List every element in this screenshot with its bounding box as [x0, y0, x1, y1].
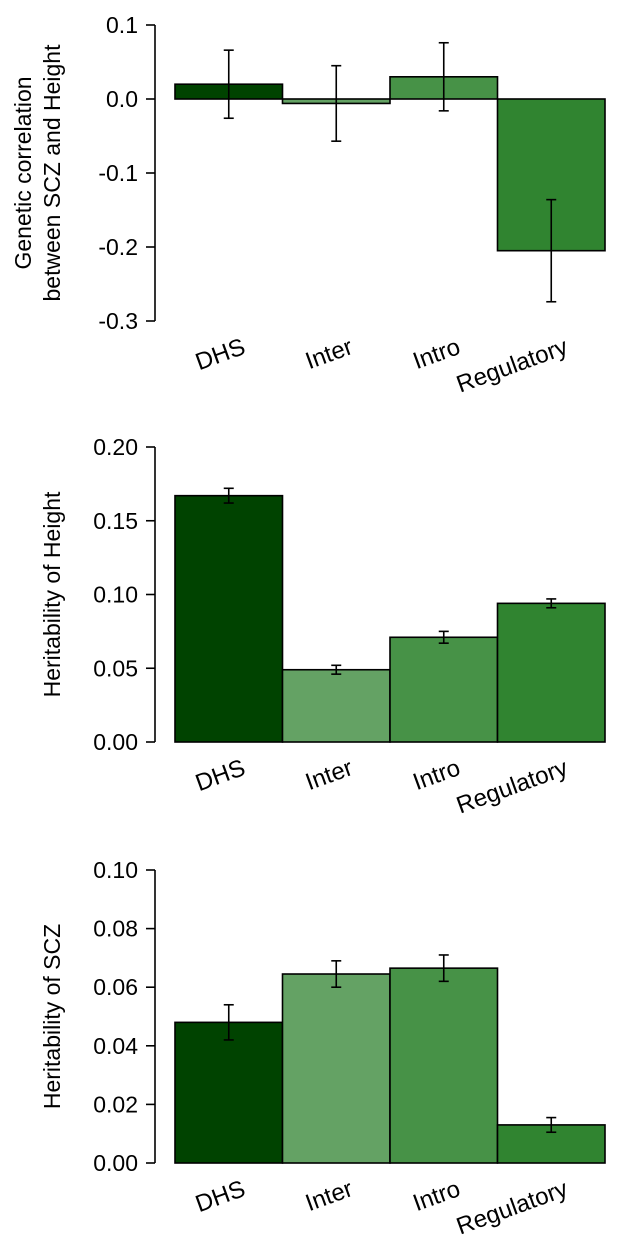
y-axis-label: Genetic correlation	[10, 76, 36, 269]
y-axis	[146, 446, 156, 743]
x-tick-label-intro: Intro	[409, 754, 463, 796]
y-tick-label: 0.10	[93, 857, 138, 883]
y-tick-label: 0.02	[93, 1091, 138, 1117]
x-tick-label-regulatory: Regulatory	[453, 754, 571, 819]
y-tick-label: 0.05	[93, 655, 138, 681]
bar-dhs	[174, 494, 284, 743]
error-bar-dhs	[223, 1003, 234, 1041]
bar-intro	[389, 636, 499, 743]
error-bar-dhs	[223, 49, 234, 120]
y-axis	[146, 24, 156, 322]
y-tick-label: 0.0	[106, 86, 138, 112]
y-tick-label: -0.2	[98, 234, 138, 260]
error-bar-intro	[438, 630, 449, 644]
x-tick-label-intro: Intro	[409, 1175, 463, 1217]
y-tick-label: 0.04	[93, 1033, 138, 1059]
error-bar-regulatory	[546, 198, 557, 303]
x-tick-label-inter: Inter	[302, 1175, 356, 1217]
scz-heritability-chart: 0.10 0.08 0.06 0.04 0.02 0.00 Heritability of …	[39, 857, 606, 1240]
height-heritability-chart: 0.20 0.15 0.10 0.05 0.00 Heritability of Heig…	[39, 434, 606, 819]
x-tick-label-dhs: DHS	[192, 754, 249, 797]
y-axis	[146, 869, 156, 1164]
x-tick-label-dhs: DHS	[192, 333, 249, 376]
error-bar-inter	[331, 960, 342, 989]
y-tick-label: 0.20	[93, 434, 138, 460]
y-tick-label: -0.1	[98, 160, 138, 186]
correlation-chart: 0.1 0.0 -0.1 -0.2 -0.3 Genetic correlation bet…	[10, 12, 606, 398]
x-tick-label-regulatory: Regulatory	[453, 1175, 571, 1240]
error-bar-inter	[331, 664, 342, 675]
error-bar-dhs	[223, 487, 234, 504]
x-tick-label-regulatory: Regulatory	[453, 333, 571, 398]
y-tick-label: 0.10	[93, 582, 138, 608]
error-bar-intro	[438, 954, 449, 983]
y-axis-label: between SCZ and Height	[39, 44, 65, 302]
bar-inter	[281, 668, 391, 743]
error-bar-regulatory	[546, 1116, 557, 1134]
bar-dhs	[174, 1021, 284, 1164]
y-tick-label: 0.15	[93, 508, 138, 534]
bar-inter	[281, 973, 391, 1164]
bar-regulatory	[496, 602, 606, 743]
y-axis-label: Heritability of SCZ	[39, 924, 65, 1109]
x-tick-label-inter: Inter	[302, 333, 356, 375]
y-tick-label: -0.3	[98, 308, 138, 334]
x-tick-label-dhs: DHS	[192, 1175, 249, 1218]
error-bar-regulatory	[546, 598, 557, 609]
error-bar-inter	[331, 64, 342, 142]
x-tick-label-intro: Intro	[409, 333, 463, 375]
y-axis-label: Heritability of Height	[39, 491, 65, 697]
y-tick-label: 0.08	[93, 916, 138, 942]
y-tick-label: 0.00	[93, 1150, 138, 1176]
y-tick-label: 0.1	[106, 12, 138, 38]
y-tick-label: 0.00	[93, 729, 138, 755]
bar-intro	[389, 967, 499, 1164]
x-tick-label-inter: Inter	[302, 754, 356, 796]
error-bar-intro	[438, 41, 449, 112]
y-tick-label: 0.06	[93, 974, 138, 1000]
